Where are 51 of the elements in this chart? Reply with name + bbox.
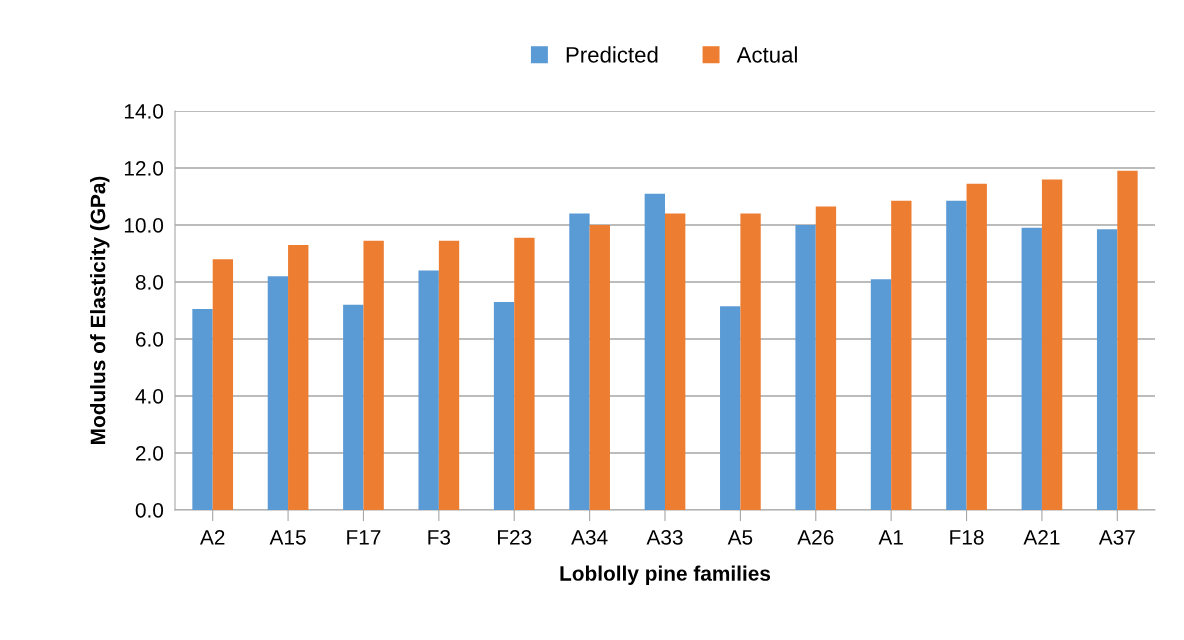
x-tick-label: A21 [1023, 529, 1060, 545]
y-axis-title: Modulus of Elasticity (GPa) [90, 176, 110, 444]
x-tick-label: A1 [878, 530, 903, 545]
bar [569, 213, 590, 510]
x-tick-label: F23 [497, 529, 532, 545]
y-tick-label: 10.0 [124, 218, 164, 233]
bar [891, 200, 912, 510]
bar [192, 309, 213, 510]
y-tick-label: 2.0 [135, 446, 164, 461]
x-tick-label: A2 [199, 529, 225, 545]
y-tick-label: 12.0 [124, 161, 164, 176]
y-tick-label: 8.0 [135, 275, 164, 290]
bar [720, 306, 741, 510]
y-tick-label: 14.0 [124, 104, 164, 119]
x-tick-label: A37 [1098, 529, 1135, 545]
x-tick-label: F3 [428, 529, 451, 545]
bar [1096, 229, 1118, 510]
bar [1041, 179, 1063, 510]
y-tick-label: 6.0 [135, 332, 164, 347]
bar [966, 183, 987, 510]
bar [1021, 227, 1042, 510]
bar [870, 279, 892, 510]
x-tick-label: A34 [571, 529, 608, 545]
x-tick-label: A15 [269, 530, 306, 545]
bar [740, 213, 761, 510]
bar [589, 225, 610, 510]
y-tick-label: 4.0 [135, 389, 164, 404]
bar [438, 240, 460, 510]
legend-label: Actual [736, 46, 797, 63]
x-tick-label: F18 [950, 529, 984, 545]
bar [267, 276, 289, 510]
bar [1117, 170, 1138, 510]
bar [815, 206, 837, 510]
y-tick-label: 0.0 [135, 503, 164, 518]
x-tick-label: A33 [646, 529, 683, 545]
bar [514, 237, 535, 510]
x-tick-label: A26 [797, 529, 834, 545]
x-axis-title: Loblolly pine families [560, 565, 771, 585]
bar [665, 213, 686, 510]
x-tick-label: F17 [347, 530, 381, 545]
bar [288, 244, 309, 510]
bar [946, 200, 967, 510]
bar [343, 304, 364, 510]
bar [644, 193, 665, 510]
x-tick-label: A5 [727, 530, 753, 545]
bar [493, 301, 515, 510]
legend-label: Predicted [566, 46, 658, 63]
bar [418, 270, 439, 510]
bar [212, 259, 234, 510]
bar [795, 225, 816, 510]
bar [363, 240, 384, 510]
